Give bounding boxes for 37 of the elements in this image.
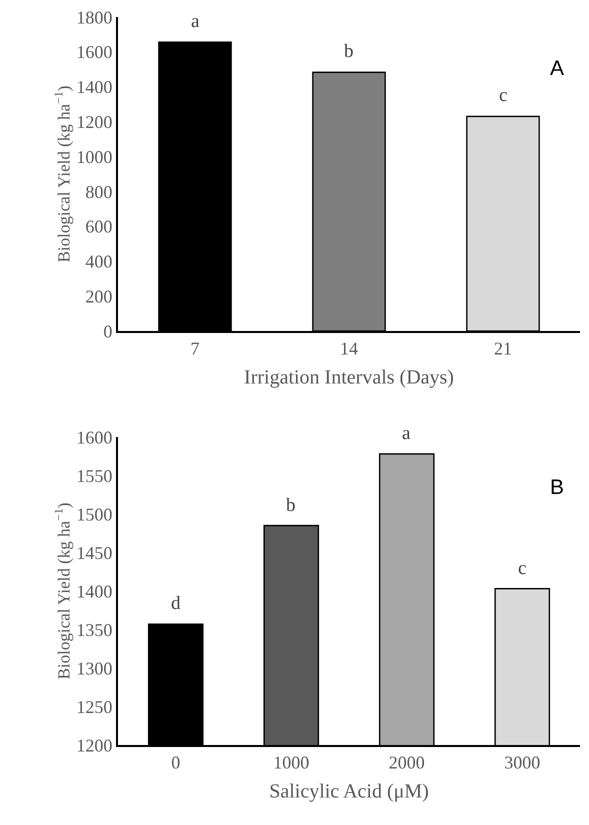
annotation: c xyxy=(499,85,508,106)
annotation: c xyxy=(518,558,526,579)
y-tick-label: 0 xyxy=(103,321,112,342)
y-tick-label: 1200 xyxy=(76,735,112,756)
x-tick-label: 1000 xyxy=(273,752,310,773)
y-tick-label: 200 xyxy=(85,286,112,306)
x-tick-label: 14 xyxy=(340,338,358,359)
y-tick-label: 1400 xyxy=(76,581,112,602)
x-axis-title: Salicylic Acid (μM) xyxy=(269,780,429,803)
y-tick-label: 600 xyxy=(85,216,112,237)
x-tick-label: 2000 xyxy=(388,752,425,773)
y-tick-label: 800 xyxy=(85,182,112,202)
y-tick-label: 1000 xyxy=(76,146,112,167)
x-tick-label: 3000 xyxy=(504,752,540,773)
y-tick-label: 1600 xyxy=(76,427,112,448)
y-tick-label: 1350 xyxy=(76,620,112,640)
x-axis-title: Irrigation Intervals (Days) xyxy=(244,366,454,389)
y-tick-label: 1200 xyxy=(76,112,112,132)
x-tick-label: 0 xyxy=(171,752,180,773)
y-tick-label: 1300 xyxy=(76,658,112,678)
annotation: b xyxy=(344,41,354,62)
y-tick-label: 1800 xyxy=(76,7,112,28)
annotation: b xyxy=(286,495,296,516)
y-tick-label: 1400 xyxy=(76,77,112,98)
annotation: a xyxy=(402,423,411,444)
y-tick-label: 400 xyxy=(85,252,112,272)
y-tick-label: 1550 xyxy=(76,466,112,486)
annotation: A xyxy=(550,57,564,80)
annotation: a xyxy=(191,11,200,32)
annotation: B xyxy=(550,476,564,499)
y-tick-label: 1600 xyxy=(76,42,112,62)
y-tick-label: 1250 xyxy=(76,696,112,717)
x-tick-label: 7 xyxy=(190,338,200,359)
x-tick-label: 21 xyxy=(494,338,512,359)
annotation: d xyxy=(171,593,181,614)
y-tick-label: 1450 xyxy=(76,542,112,563)
y-tick-label: 1500 xyxy=(76,504,112,524)
